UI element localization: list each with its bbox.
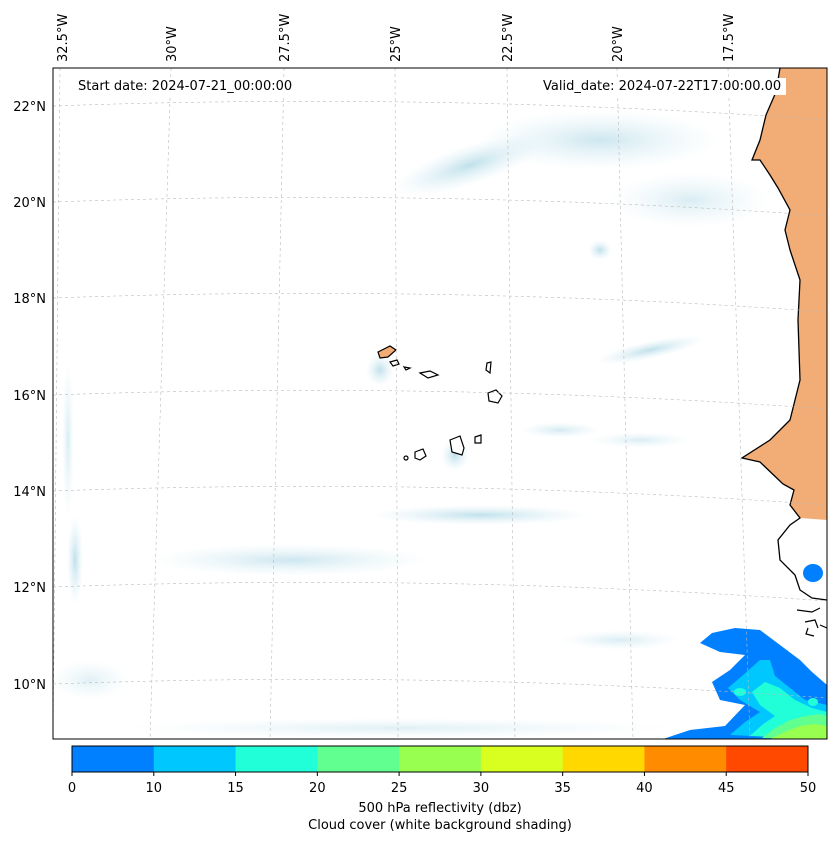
colorbar-tick-label: 25 — [391, 781, 408, 796]
guinea-coast — [796, 607, 827, 637]
cape-verde-islands — [377, 345, 503, 461]
gridlines — [53, 68, 827, 739]
valid-date-label: Valid_date: 2024-07-22T17:00:00.00 — [538, 78, 787, 95]
cloud-cover-shading — [53, 110, 770, 738]
gridline-lat — [53, 582, 827, 602]
colorbar-segments — [72, 746, 809, 772]
lat-label: 20°N — [13, 196, 46, 211]
colorbar-segment — [562, 746, 645, 772]
colorbar-tick-label: 20 — [309, 781, 326, 796]
colorbar-ticks: 0 10 15 20 25 30 35 40 45 50 — [68, 772, 816, 796]
map-area — [53, 68, 827, 739]
colorbar-segment — [726, 746, 809, 772]
lat-tick-labels: 22°N 20°N 18°N 16°N 14°N 12°N 10°N — [13, 100, 46, 693]
lat-label: 16°N — [13, 389, 46, 404]
lat-label: 18°N — [13, 292, 46, 307]
gridline-lat — [53, 390, 827, 410]
gridline-lat — [53, 679, 827, 699]
lon-label: 32.5°W — [56, 14, 71, 62]
lat-label: 22°N — [13, 100, 46, 115]
colorbar-tick-label: 15 — [227, 781, 244, 796]
colorbar-segment — [153, 746, 237, 772]
lon-label: 22.5°W — [501, 14, 516, 62]
lon-label: 30°W — [165, 26, 180, 62]
lat-label: 12°N — [13, 581, 46, 596]
colorbar-segment — [72, 746, 155, 772]
colorbar-tick-label: 35 — [554, 781, 571, 796]
lat-label: 10°N — [13, 678, 46, 693]
lon-label: 27.5°W — [278, 14, 293, 62]
colorbar-title: 500 hPa reflectivity (dbz) — [358, 801, 522, 816]
colorbar-segment — [399, 746, 482, 772]
colorbar-segment — [317, 746, 400, 772]
africa-coastline — [740, 68, 827, 601]
gridline-lat — [53, 486, 827, 506]
africa-land-shading — [742, 68, 827, 520]
colorbar-segment — [480, 746, 564, 772]
gridline-lon — [727, 68, 751, 739]
lon-label: 17.5°W — [722, 14, 737, 62]
colorbar-tick-label: 0 — [68, 781, 76, 796]
colorbar-segment — [644, 746, 727, 772]
start-date-label: Start date: 2024-07-21_00:00:00 — [73, 78, 298, 95]
lon-label: 25°W — [389, 26, 404, 62]
colorbar-frame — [71, 745, 809, 773]
colorbar-tick-label: 50 — [800, 781, 817, 796]
reflectivity-shading — [663, 628, 827, 739]
gridline-lat — [53, 101, 827, 121]
colorbar-tick-label: 40 — [636, 781, 653, 796]
colorbar-tick-label: 45 — [718, 781, 735, 796]
gridline-lon — [616, 68, 634, 739]
colorbar-subtitle: Cloud cover (white background shading) — [308, 818, 572, 833]
gridline-lon — [149, 68, 172, 739]
gridline-lat — [53, 197, 827, 217]
colorbar: 0 10 15 20 25 30 35 40 45 50 — [68, 745, 816, 796]
lon-label: 20°W — [611, 26, 626, 62]
lat-label: 14°N — [13, 485, 46, 500]
gridline-lon — [394, 68, 399, 739]
gridline-lon — [53, 68, 61, 739]
gridline-lon — [269, 68, 285, 739]
colorbar-tick-label: 30 — [473, 781, 490, 796]
gridline-lat — [53, 293, 827, 313]
lon-tick-labels: 32.5°W 30°W 27.5°W 25°W 22.5°W 20°W 17.5… — [56, 14, 737, 62]
reflectivity-coastal-blob — [803, 564, 823, 582]
map-frame — [52, 67, 828, 740]
gridline-lon — [506, 68, 516, 739]
colorbar-segment — [235, 746, 318, 772]
colorbar-tick-label: 10 — [146, 781, 163, 796]
